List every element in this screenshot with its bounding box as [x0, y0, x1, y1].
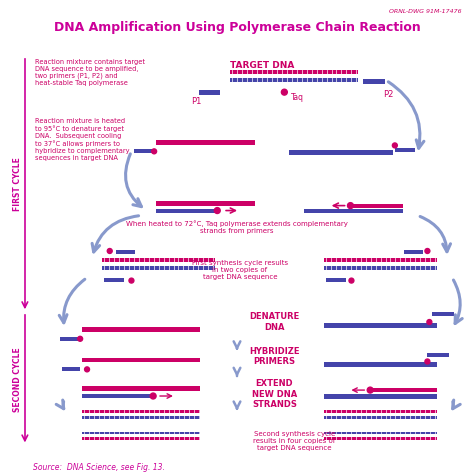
Circle shape — [282, 89, 287, 95]
Bar — [324, 323, 438, 328]
Bar — [82, 358, 201, 362]
Bar — [82, 431, 201, 435]
Circle shape — [107, 248, 112, 254]
Circle shape — [392, 143, 397, 148]
Bar — [326, 277, 346, 282]
Text: EXTEND
NEW DNA
STRANDS: EXTEND NEW DNA STRANDS — [252, 379, 297, 409]
Bar — [324, 258, 438, 262]
Bar — [116, 250, 136, 254]
Text: Source:  DNA Science, see Fig. 13.: Source: DNA Science, see Fig. 13. — [33, 463, 164, 472]
Circle shape — [367, 387, 373, 393]
Bar — [60, 337, 78, 341]
Circle shape — [347, 203, 354, 209]
Bar — [363, 79, 385, 84]
Bar — [324, 362, 438, 367]
Circle shape — [84, 367, 90, 372]
Text: First synthesis cycle results
in two copies of
target DNA sequence: First synthesis cycle results in two cop… — [192, 260, 288, 280]
Circle shape — [78, 336, 82, 341]
Circle shape — [349, 278, 354, 283]
Circle shape — [425, 359, 430, 364]
Text: DENATURE
DNA: DENATURE DNA — [249, 312, 300, 332]
Bar — [395, 148, 415, 152]
Bar — [373, 388, 438, 392]
Text: P2: P2 — [383, 90, 393, 99]
Bar — [156, 200, 255, 206]
Text: Taq: Taq — [291, 93, 304, 102]
Circle shape — [150, 393, 156, 399]
Bar — [199, 90, 220, 95]
Bar — [82, 394, 151, 398]
Bar — [428, 352, 449, 357]
Text: DNA Amplification Using Polymerase Chain Reaction: DNA Amplification Using Polymerase Chain… — [54, 21, 420, 34]
Text: ORNL-DWG 91M-17476: ORNL-DWG 91M-17476 — [389, 10, 462, 14]
Bar — [324, 437, 438, 440]
Text: Reaction mixture contains target
DNA sequence to be amplified,
two primers (P1, : Reaction mixture contains target DNA seq… — [35, 58, 145, 86]
Bar — [304, 209, 403, 213]
Bar — [354, 204, 403, 208]
Text: FIRST CYCLE: FIRST CYCLE — [13, 157, 22, 211]
Bar — [324, 431, 438, 435]
Bar — [230, 70, 358, 75]
Circle shape — [152, 149, 156, 154]
Bar — [82, 327, 201, 332]
Bar — [404, 250, 423, 254]
Text: P1: P1 — [191, 97, 202, 106]
Bar — [324, 266, 438, 270]
Bar — [102, 258, 215, 262]
Bar — [289, 151, 393, 155]
Bar — [63, 367, 80, 371]
Bar — [102, 266, 215, 270]
Text: Reaction mixture is heated
to 95°C to denature target
DNA.  Subsequent cooling
t: Reaction mixture is heated to 95°C to de… — [35, 118, 129, 161]
Bar — [135, 149, 154, 153]
Bar — [82, 386, 201, 391]
Bar — [324, 416, 438, 418]
Text: TARGET DNA: TARGET DNA — [230, 61, 294, 69]
Text: Second synthesis cycle
results in four copies of
target DNA sequence: Second synthesis cycle results in four c… — [253, 430, 335, 451]
Text: SECOND CYCLE: SECOND CYCLE — [13, 347, 22, 412]
Circle shape — [129, 278, 134, 283]
Bar — [432, 312, 454, 316]
Text: When heated to 72°C, Taq polymerase extends complementary
strands from primers: When heated to 72°C, Taq polymerase exte… — [126, 220, 348, 234]
Bar — [104, 277, 124, 282]
Bar — [324, 394, 438, 399]
Circle shape — [427, 320, 432, 324]
Circle shape — [214, 208, 220, 213]
Bar — [156, 141, 255, 145]
Bar — [82, 437, 201, 440]
Bar — [230, 78, 358, 82]
Bar — [324, 410, 438, 413]
Circle shape — [425, 248, 430, 254]
Bar — [82, 410, 201, 413]
Text: HYBRIDIZE
PRIMERS: HYBRIDIZE PRIMERS — [249, 347, 300, 366]
Bar — [82, 416, 201, 418]
Bar — [156, 209, 215, 212]
